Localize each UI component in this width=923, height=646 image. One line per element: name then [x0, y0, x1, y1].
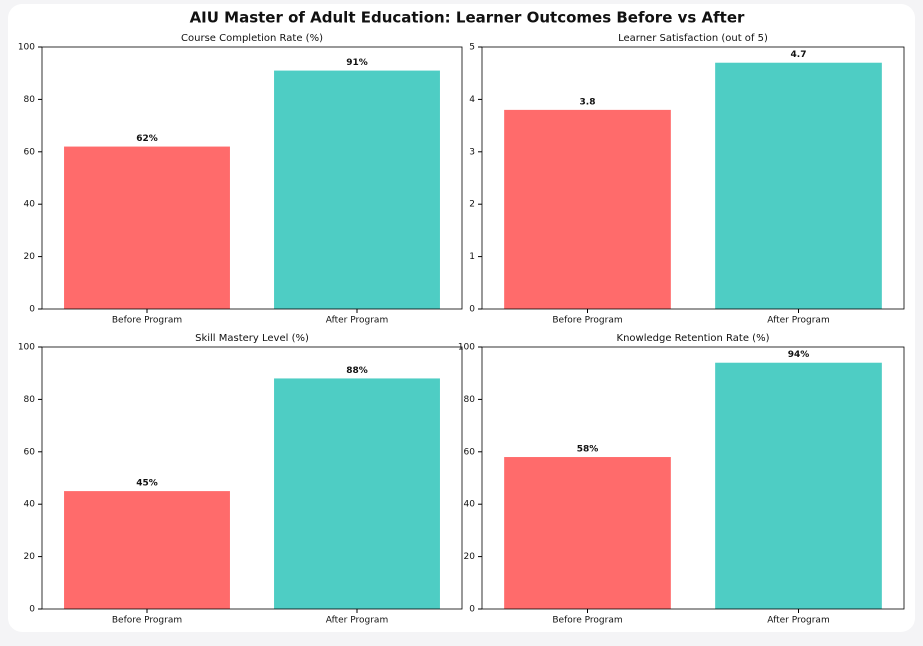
bar	[274, 378, 440, 609]
y-tick-label: 20	[24, 252, 36, 262]
bar	[64, 491, 230, 609]
y-tick-label: 0	[29, 305, 35, 315]
value-label: 4.7	[791, 50, 807, 60]
value-label: 45%	[136, 479, 158, 489]
subplot-title: Learner Satisfaction (out of 5)	[618, 33, 768, 44]
value-label: 62%	[136, 134, 158, 144]
y-tick-label: 0	[469, 305, 475, 315]
x-tick-label: After Program	[767, 616, 829, 626]
value-label: 91%	[346, 58, 368, 68]
subplot-title: Skill Mastery Level (%)	[195, 333, 309, 344]
y-tick-label: 2	[469, 200, 475, 210]
x-tick-label: Before Program	[112, 616, 182, 626]
y-tick-label: 100	[458, 343, 475, 353]
y-tick-label: 4	[469, 95, 475, 105]
axes-frame	[481, 346, 905, 610]
y-tick-label: 0	[29, 605, 35, 615]
axes-frame	[481, 46, 905, 310]
y-tick-label: 3	[469, 147, 475, 157]
value-label: 94%	[788, 350, 810, 360]
y-tick-label: 100	[18, 43, 35, 53]
y-tick-label: 60	[24, 447, 36, 457]
x-tick-label: Before Program	[112, 316, 182, 326]
y-tick-label: 20	[24, 552, 36, 562]
bar	[64, 146, 230, 309]
value-label: 88%	[346, 366, 368, 376]
x-tick-label: After Program	[326, 316, 388, 326]
x-tick-label: Before Program	[552, 616, 622, 626]
axes-frame	[41, 46, 463, 310]
y-tick-label: 0	[469, 605, 475, 615]
x-tick-label: After Program	[767, 316, 829, 326]
x-tick-label: After Program	[326, 616, 388, 626]
axes-frame	[41, 346, 463, 610]
y-tick-label: 80	[24, 395, 36, 405]
y-tick-label: 100	[18, 343, 35, 353]
y-tick-label: 40	[464, 500, 476, 510]
subplot-title: Course Completion Rate (%)	[181, 33, 323, 44]
bar	[715, 362, 882, 609]
y-tick-label: 20	[464, 552, 476, 562]
value-label: 58%	[577, 445, 599, 455]
y-tick-label: 80	[464, 395, 476, 405]
page-title: AIU Master of Adult Education: Learner O…	[190, 9, 745, 27]
bar	[274, 70, 440, 309]
y-tick-label: 60	[464, 447, 476, 457]
bar	[504, 109, 671, 309]
y-tick-label: 60	[24, 147, 36, 157]
y-tick-label: 80	[24, 95, 36, 105]
bar	[715, 62, 882, 309]
y-tick-label: 1	[469, 252, 475, 262]
x-tick-label: Before Program	[552, 316, 622, 326]
bar	[504, 457, 671, 609]
y-tick-label: 40	[24, 200, 36, 210]
y-tick-label: 5	[469, 43, 475, 53]
subplot-title: Knowledge Retention Rate (%)	[617, 333, 770, 344]
value-label: 3.8	[580, 97, 596, 107]
y-tick-label: 40	[24, 500, 36, 510]
